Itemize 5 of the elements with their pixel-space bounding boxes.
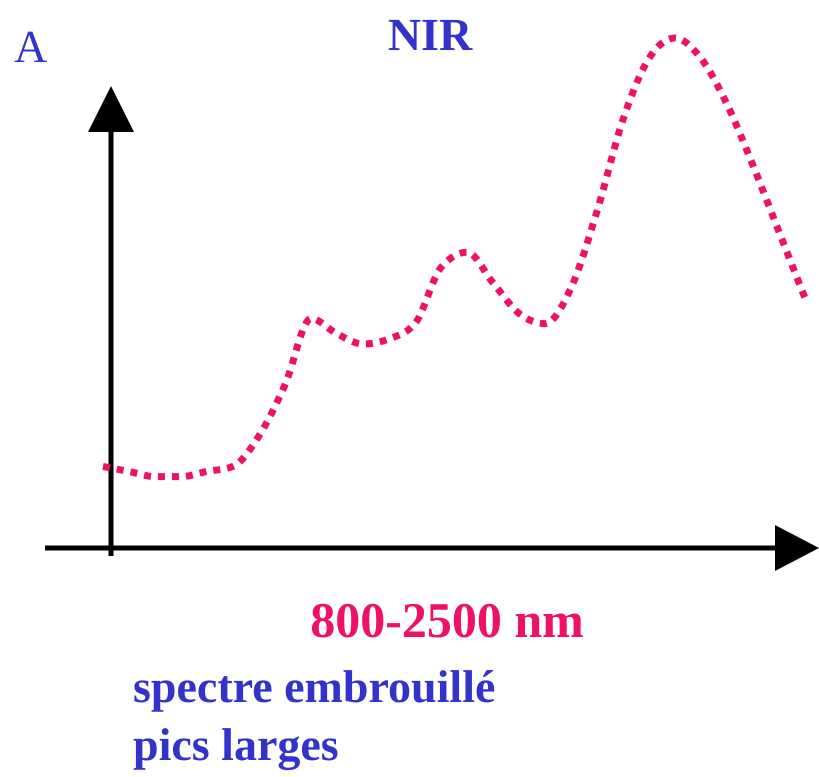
x-axis-title: 800-2500 nm <box>310 592 584 648</box>
text: pics larges <box>133 719 339 771</box>
text: spectre embrouillé <box>133 661 496 712</box>
y-axis-title: A <box>14 21 48 72</box>
chart-title: NIR <box>388 9 473 60</box>
